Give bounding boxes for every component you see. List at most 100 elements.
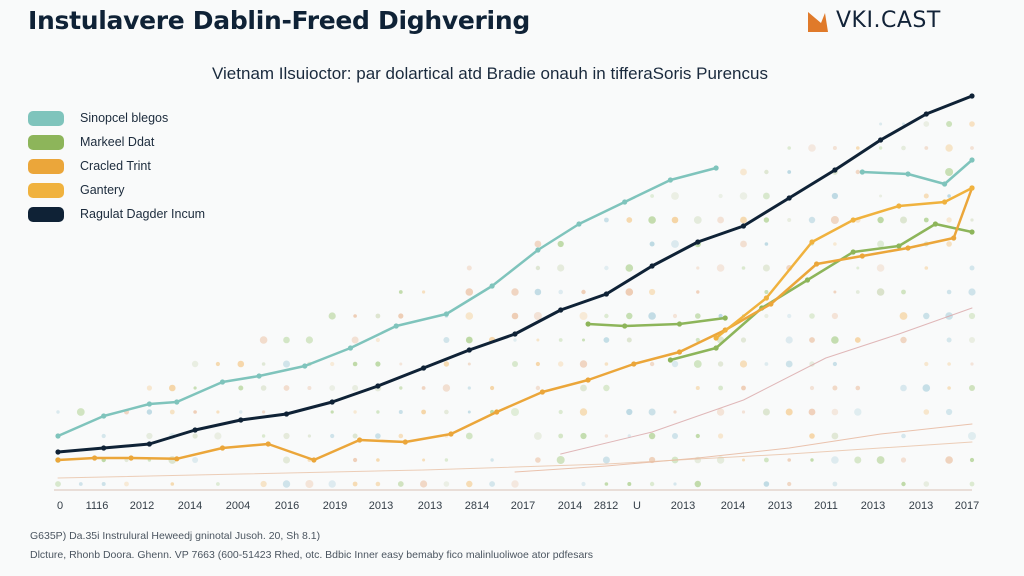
background-dot <box>603 337 610 343</box>
background-dot <box>946 408 953 416</box>
background-dot <box>146 409 153 415</box>
background-dot <box>739 360 748 368</box>
data-point <box>969 185 975 191</box>
background-dot <box>283 360 290 368</box>
data-point <box>421 365 427 371</box>
background-dot <box>604 482 609 486</box>
data-point <box>722 315 728 321</box>
background-dot <box>785 408 793 416</box>
background-dot <box>808 408 816 416</box>
background-dot <box>900 336 907 344</box>
background-dot <box>421 386 426 390</box>
background-dot <box>352 361 358 367</box>
series-line-7 <box>514 423 973 473</box>
x-tick-label: 2812 <box>594 500 618 512</box>
background-dot <box>901 481 906 487</box>
background-dot <box>535 361 541 367</box>
background-dot <box>854 408 862 416</box>
background-dot <box>671 216 679 224</box>
data-point <box>768 301 774 307</box>
background-dot <box>741 385 746 391</box>
background-dot <box>376 458 380 462</box>
data-point <box>923 111 929 117</box>
background-dot <box>511 480 519 488</box>
background-dot <box>260 480 267 488</box>
background-dot <box>946 241 952 247</box>
background-dot <box>832 146 837 150</box>
background-dot <box>602 456 610 464</box>
background-dot <box>216 410 220 414</box>
data-point <box>905 245 911 251</box>
background-dot <box>626 312 633 320</box>
background-dot <box>809 313 815 319</box>
data-point <box>101 445 107 451</box>
data-point <box>713 165 719 171</box>
background-dot <box>764 290 769 294</box>
background-dot <box>352 433 358 439</box>
background-dot <box>876 264 885 272</box>
series-line-0 <box>56 166 718 438</box>
background-dot <box>649 361 655 367</box>
background-dot <box>696 266 700 270</box>
background-dot <box>375 433 381 439</box>
background-dot <box>741 266 746 270</box>
background-dot <box>511 288 519 296</box>
background-dot <box>968 288 976 296</box>
background-dot <box>716 408 725 416</box>
data-point <box>951 235 957 241</box>
background-dot <box>581 481 586 487</box>
data-point <box>667 177 674 183</box>
background-dot <box>193 410 197 414</box>
data-point <box>443 311 449 317</box>
background-dot <box>762 264 770 272</box>
data-point <box>859 253 865 259</box>
background-dot <box>376 410 380 414</box>
background-dot <box>923 481 930 487</box>
background-dot <box>787 313 792 319</box>
background-dot <box>648 312 656 320</box>
background-dot <box>170 482 175 486</box>
data-point <box>740 223 747 229</box>
background-dot <box>809 337 815 343</box>
background-dot <box>832 385 838 391</box>
background-dot <box>191 360 199 368</box>
background-dot <box>579 312 588 320</box>
background-dot <box>946 337 952 343</box>
background-dot <box>169 384 176 392</box>
data-point <box>622 323 628 329</box>
background-dot <box>969 385 975 391</box>
background-dot <box>970 146 974 150</box>
background-dot <box>582 338 585 342</box>
data-point <box>878 137 884 143</box>
data-point <box>174 399 180 405</box>
data-point <box>402 439 408 445</box>
data-point <box>896 203 902 209</box>
background-dot <box>833 242 837 246</box>
data-point <box>622 199 628 205</box>
background-dot <box>443 481 450 487</box>
legend-label: Ragulat Dagder Incum <box>80 207 206 221</box>
background-dot <box>465 336 473 344</box>
background-dot <box>283 432 290 440</box>
data-point <box>219 379 226 385</box>
background-dot <box>945 144 953 152</box>
background-dot <box>398 433 404 439</box>
background-dot <box>305 480 314 488</box>
background-dot <box>831 408 839 416</box>
data-point <box>283 411 290 417</box>
x-tick-label: 2013 <box>369 500 393 512</box>
background-dot <box>718 385 723 391</box>
x-tick-label: 2014 <box>558 500 582 512</box>
background-dot <box>764 242 769 246</box>
background-dot <box>969 457 975 463</box>
background-dot <box>214 432 222 440</box>
background-dot <box>305 336 313 344</box>
background-dot <box>900 216 907 224</box>
series-lines <box>55 93 975 479</box>
background-dot <box>490 385 495 391</box>
background-dot <box>787 218 792 222</box>
data-point <box>859 169 865 175</box>
background-dot <box>352 385 359 391</box>
background-dot <box>489 481 495 487</box>
background-dot <box>581 289 586 295</box>
